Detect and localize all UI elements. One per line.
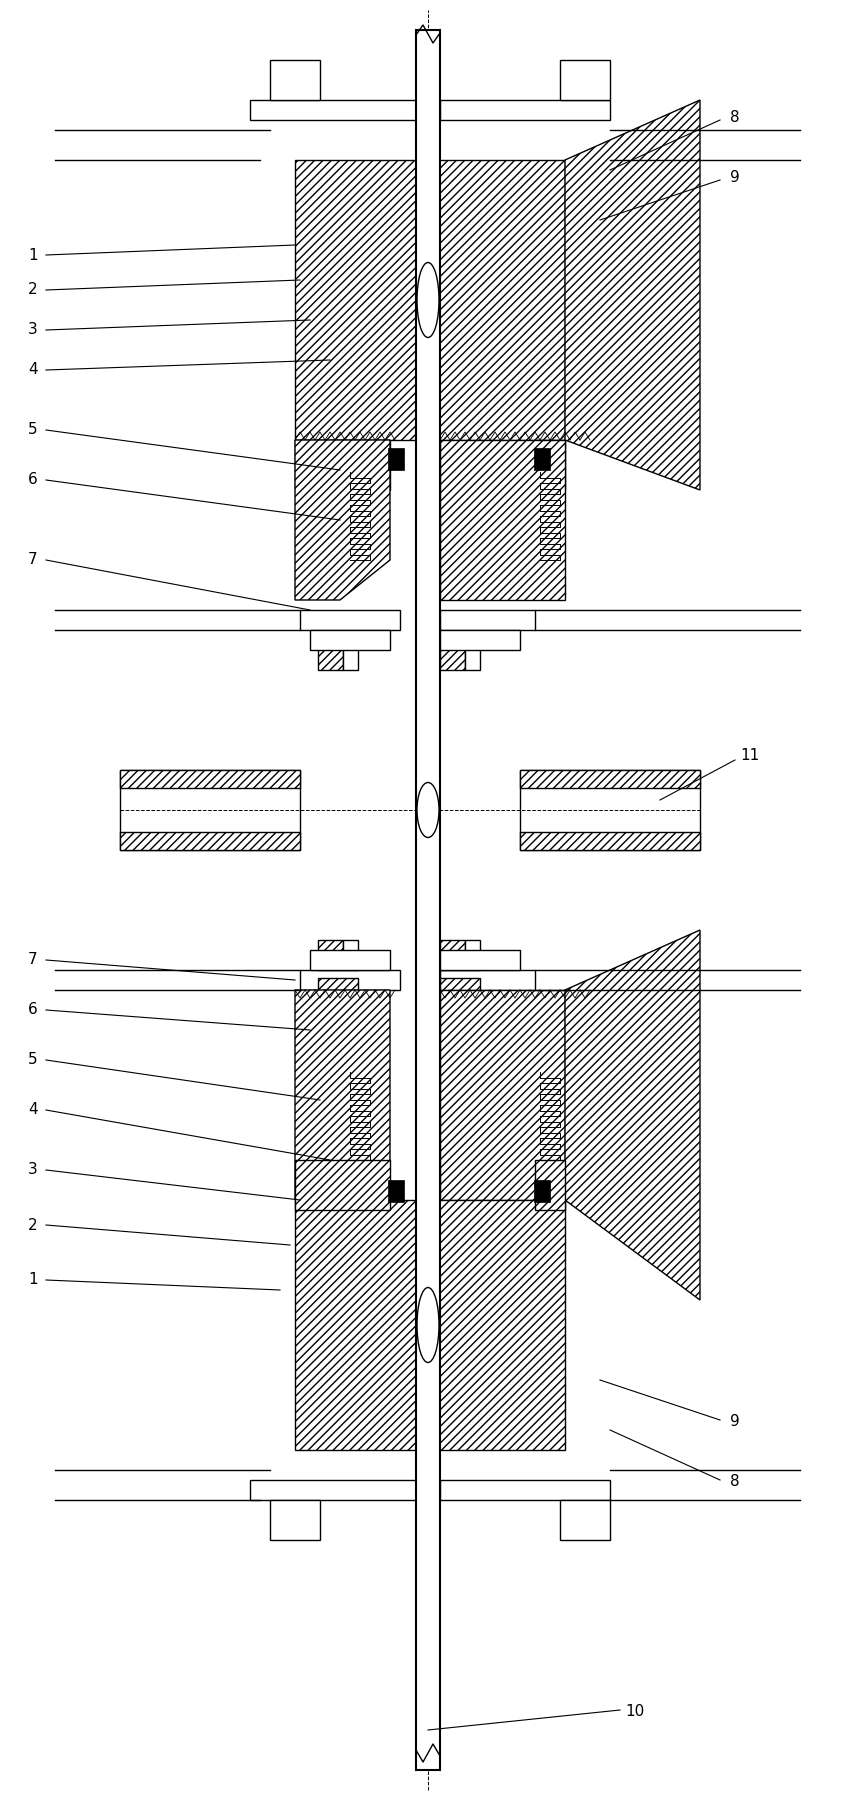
Bar xyxy=(295,1159,390,1210)
Text: 6: 6 xyxy=(28,1003,38,1017)
Text: 5: 5 xyxy=(28,423,38,437)
Text: 2: 2 xyxy=(28,1217,38,1233)
Bar xyxy=(318,634,358,644)
Bar xyxy=(465,641,480,670)
Bar xyxy=(270,59,320,101)
Polygon shape xyxy=(565,931,700,1300)
Bar xyxy=(535,439,565,490)
Bar xyxy=(310,630,390,650)
Bar xyxy=(120,770,300,788)
Bar xyxy=(520,770,700,850)
Bar xyxy=(300,970,400,990)
Text: 2: 2 xyxy=(28,283,38,297)
Bar xyxy=(440,630,520,650)
Bar xyxy=(534,448,550,470)
Text: 8: 8 xyxy=(730,110,740,126)
Text: 7: 7 xyxy=(28,553,38,567)
Bar xyxy=(295,1201,428,1451)
Text: 3: 3 xyxy=(28,322,38,338)
Text: 8: 8 xyxy=(730,1474,740,1490)
Text: 9: 9 xyxy=(730,171,740,185)
Bar xyxy=(560,59,610,101)
Bar xyxy=(120,832,300,850)
Bar xyxy=(250,101,420,121)
Bar xyxy=(295,439,390,490)
Bar xyxy=(440,950,520,970)
Bar xyxy=(343,940,358,970)
Text: 10: 10 xyxy=(625,1705,645,1719)
Bar xyxy=(535,1159,565,1210)
Text: 4: 4 xyxy=(28,362,38,378)
Bar xyxy=(440,610,535,630)
Bar xyxy=(560,1499,610,1541)
Bar xyxy=(520,770,700,788)
Text: 4: 4 xyxy=(28,1102,38,1118)
Bar xyxy=(440,940,465,970)
Bar xyxy=(534,1181,550,1202)
Text: 5: 5 xyxy=(28,1053,38,1067)
Bar xyxy=(310,950,390,970)
Bar xyxy=(343,641,358,670)
Polygon shape xyxy=(565,101,700,490)
Bar xyxy=(465,940,480,970)
Text: 11: 11 xyxy=(740,749,759,763)
Bar xyxy=(428,160,565,439)
Polygon shape xyxy=(295,990,390,1201)
Polygon shape xyxy=(440,439,565,599)
Text: 3: 3 xyxy=(28,1163,38,1177)
Ellipse shape xyxy=(417,1287,439,1363)
Text: 7: 7 xyxy=(28,952,38,968)
Bar xyxy=(120,770,300,850)
Bar xyxy=(520,832,700,850)
Ellipse shape xyxy=(417,263,439,338)
Bar xyxy=(440,970,535,990)
Bar xyxy=(318,940,343,970)
Bar xyxy=(428,1201,565,1451)
Bar xyxy=(388,448,404,470)
Bar xyxy=(388,1181,404,1202)
Bar xyxy=(318,977,358,990)
Bar xyxy=(440,101,610,121)
Text: 6: 6 xyxy=(28,472,38,488)
Polygon shape xyxy=(440,990,565,1201)
Polygon shape xyxy=(295,439,390,599)
Bar xyxy=(416,31,440,1769)
Ellipse shape xyxy=(417,783,439,837)
Text: 1: 1 xyxy=(28,247,38,263)
Bar xyxy=(440,977,480,990)
Text: 9: 9 xyxy=(730,1415,740,1429)
Bar xyxy=(300,610,400,630)
Bar xyxy=(318,641,343,670)
Bar xyxy=(295,160,428,439)
Text: 1: 1 xyxy=(28,1273,38,1287)
Bar xyxy=(250,1480,420,1499)
Bar xyxy=(440,634,480,644)
Bar xyxy=(270,1499,320,1541)
Bar xyxy=(440,1480,610,1499)
Bar xyxy=(440,641,465,670)
